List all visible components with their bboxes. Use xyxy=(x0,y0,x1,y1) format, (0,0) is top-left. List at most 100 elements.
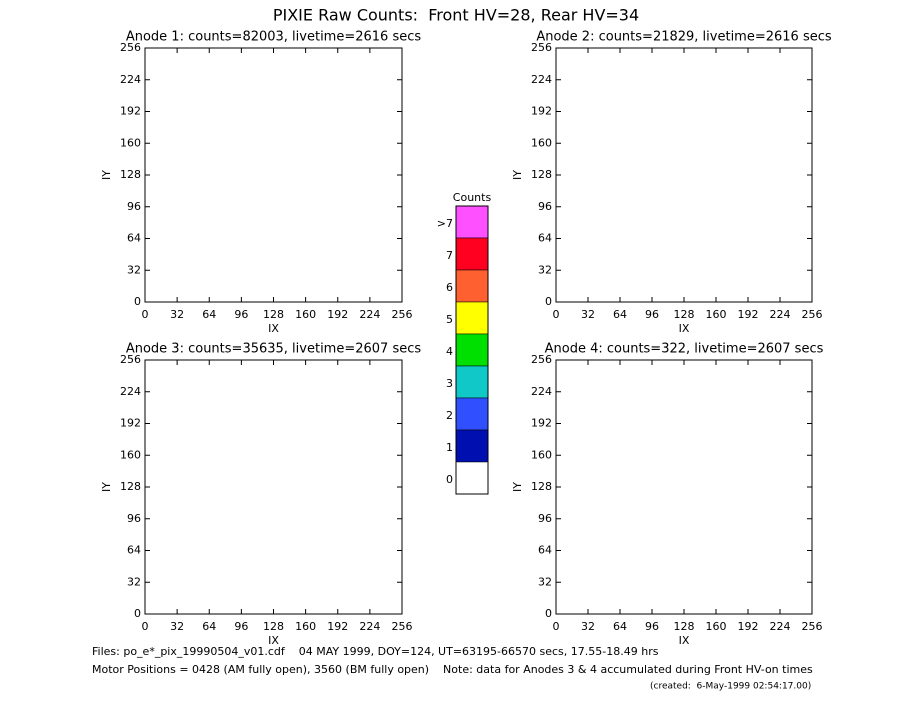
panel-title: Anode 1: counts=82003, livetime=2616 sec… xyxy=(126,30,422,45)
y-tick-label: 64 xyxy=(538,544,552,557)
colorbar-label: 1 xyxy=(446,441,453,454)
x-tick-label: 0 xyxy=(142,620,149,633)
panel-title: Anode 4: counts=322, livetime=2607 secs xyxy=(545,342,824,357)
y-tick-label: 160 xyxy=(531,448,552,461)
colorbar-cell xyxy=(455,301,489,335)
colorbar-cell xyxy=(455,429,489,463)
y-tick-label: 256 xyxy=(531,41,552,54)
x-tick-label: 0 xyxy=(553,308,560,321)
x-tick-label: 192 xyxy=(327,620,348,633)
plot-frame xyxy=(144,47,403,303)
colorbar-label: 4 xyxy=(446,345,453,358)
y-tick-label: 96 xyxy=(538,200,552,213)
x-tick-label: 64 xyxy=(202,308,216,321)
y-tick-label: 0 xyxy=(134,607,141,620)
y-tick-label: 32 xyxy=(127,263,141,276)
x-tick-label: 160 xyxy=(295,308,316,321)
x-tick-label: 96 xyxy=(645,308,659,321)
x-tick-label: 64 xyxy=(202,620,216,633)
x-tick-label: 64 xyxy=(613,308,627,321)
colorbar-cell xyxy=(455,269,489,303)
y-axis-label: IY xyxy=(511,170,524,180)
x-tick-label: 160 xyxy=(295,620,316,633)
y-tick-label: 160 xyxy=(120,136,141,149)
colorbar-cell xyxy=(455,237,489,271)
x-tick-label: 32 xyxy=(170,308,184,321)
y-tick-label: 32 xyxy=(538,263,552,276)
y-axis-label: IY xyxy=(100,170,113,180)
y-tick-label: 160 xyxy=(120,448,141,461)
y-tick-label: 32 xyxy=(127,575,141,588)
figure-title: PIXIE Raw Counts: Front HV=28, Rear HV=3… xyxy=(273,6,639,25)
x-tick-label: 96 xyxy=(234,620,248,633)
y-tick-label: 32 xyxy=(538,575,552,588)
x-tick-label: 256 xyxy=(392,620,413,633)
x-tick-label: 0 xyxy=(553,620,560,633)
y-tick-label: 192 xyxy=(531,417,552,430)
plot-frame xyxy=(555,359,813,615)
x-axis-label: IX xyxy=(268,634,279,647)
colorbar-label: 7 xyxy=(446,249,453,262)
x-tick-label: 160 xyxy=(706,308,727,321)
x-axis-label: IX xyxy=(679,322,690,335)
x-tick-label: 64 xyxy=(613,620,627,633)
footer-files: Files: po_e*_pix_19990504_v01.cdf 04 MAY… xyxy=(92,645,659,658)
y-tick-label: 128 xyxy=(531,480,552,493)
y-tick-label: 224 xyxy=(531,73,552,86)
colorbar-cell xyxy=(455,461,489,495)
y-tick-label: 192 xyxy=(531,105,552,118)
x-tick-label: 32 xyxy=(581,620,595,633)
y-tick-label: 160 xyxy=(531,136,552,149)
colorbar-label: 2 xyxy=(446,409,453,422)
y-tick-label: 128 xyxy=(531,168,552,181)
x-tick-label: 32 xyxy=(170,620,184,633)
x-tick-label: 128 xyxy=(674,620,695,633)
x-tick-label: 256 xyxy=(392,308,413,321)
footer-created: (created: 6-May-1999 02:54:17.00) xyxy=(650,682,811,692)
x-tick-label: 128 xyxy=(674,308,695,321)
x-tick-label: 128 xyxy=(263,308,284,321)
y-tick-label: 64 xyxy=(127,544,141,557)
y-tick-label: 256 xyxy=(120,353,141,366)
y-tick-label: 128 xyxy=(120,168,141,181)
x-tick-label: 224 xyxy=(770,620,791,633)
x-tick-label: 128 xyxy=(263,620,284,633)
colorbar-label: 0 xyxy=(446,473,453,486)
colorbar-cell xyxy=(455,397,489,431)
x-tick-label: 0 xyxy=(142,308,149,321)
x-tick-label: 192 xyxy=(738,308,759,321)
x-tick-label: 160 xyxy=(706,620,727,633)
y-tick-label: 256 xyxy=(531,353,552,366)
x-tick-label: 256 xyxy=(802,620,823,633)
x-tick-label: 224 xyxy=(359,620,380,633)
colorbar-label: >7 xyxy=(437,217,453,230)
colorbar-label: 5 xyxy=(446,313,453,326)
y-tick-label: 192 xyxy=(120,105,141,118)
y-tick-label: 0 xyxy=(545,295,552,308)
panel-title: Anode 2: counts=21829, livetime=2616 sec… xyxy=(536,30,832,45)
y-tick-label: 224 xyxy=(120,385,141,398)
x-axis-label: IX xyxy=(679,634,690,647)
y-tick-label: 192 xyxy=(120,417,141,430)
plot-frame xyxy=(144,359,403,615)
y-tick-label: 256 xyxy=(120,41,141,54)
x-tick-label: 256 xyxy=(802,308,823,321)
x-tick-label: 32 xyxy=(581,308,595,321)
colorbar-cell xyxy=(455,333,489,367)
footer-motor: Motor Positions = 0428 (AM fully open), … xyxy=(92,663,813,676)
y-tick-label: 0 xyxy=(545,607,552,620)
y-tick-label: 64 xyxy=(538,232,552,245)
y-axis-label: IY xyxy=(511,482,524,492)
colorbar-title: Counts xyxy=(453,191,492,204)
y-tick-label: 96 xyxy=(127,512,141,525)
y-tick-label: 64 xyxy=(127,232,141,245)
y-tick-label: 0 xyxy=(134,295,141,308)
y-tick-label: 224 xyxy=(120,73,141,86)
x-tick-label: 96 xyxy=(645,620,659,633)
x-tick-label: 224 xyxy=(359,308,380,321)
x-axis-label: IX xyxy=(268,322,279,335)
colorbar-cell xyxy=(455,365,489,399)
colorbar-cell xyxy=(455,205,489,239)
